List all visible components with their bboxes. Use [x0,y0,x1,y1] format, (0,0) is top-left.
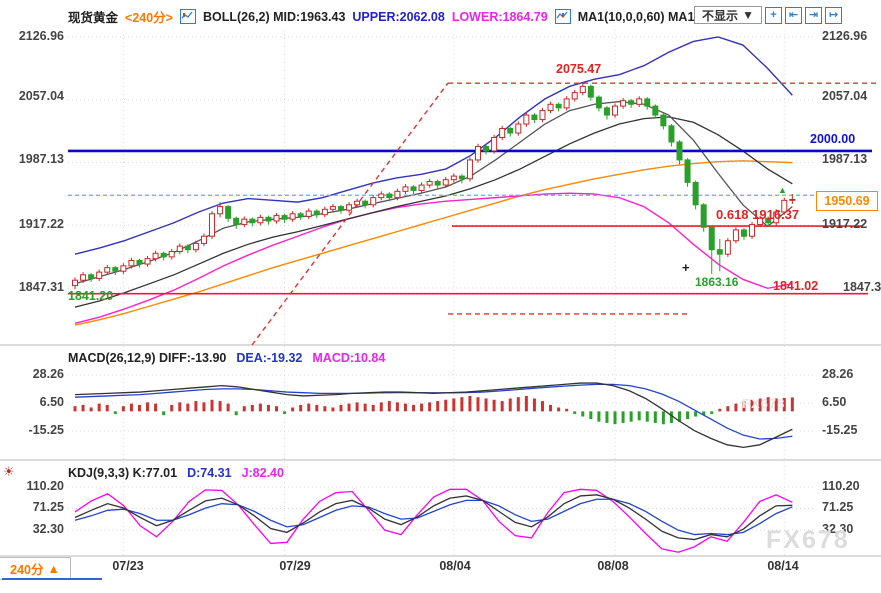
kdj-axis-label: 110.20 [822,479,860,493]
y-axis-label: 1987.13 [18,152,64,166]
macd-axis-label: 28.26 [822,367,854,381]
line-chart-icon[interactable] [554,9,571,24]
macd-axis-label: 6.50 [822,395,847,409]
panel-dividers [0,344,881,557]
y-axis-label: 1917.22 [822,217,868,231]
y-axis-label: 1847.31 [843,280,881,294]
x-axis-tick: 08/04 [439,559,471,573]
macd-axis-label: 6.50 [39,395,64,409]
watermark-small: FX678 [742,396,786,411]
boll-lower-value: LOWER:1864.79 [451,9,548,24]
x-axis-tick: 07/29 [279,559,311,573]
y-axis-label: 2057.04 [822,89,868,103]
macd-title: MACD(26,12,9) DIFF:-13.90 [68,351,227,365]
fib-level-annotation: 0.618 1916.37 [716,207,800,222]
price-direction-marker: ▲ [778,185,787,195]
chart-toolbar: 不显示 ▼ + ⇤ ⇥ ↦ [694,6,842,24]
kdj-axis-label: 71.25 [32,500,64,514]
boll-settings-label: BOLL(26,2) MID:1963.43 [202,9,346,24]
x-axis-tick: 07/23 [112,559,144,573]
macd-header: MACD(26,12,9) DIFF:-13.90 DEA:-19.32 MAC… [68,351,385,365]
candles-layer [72,83,796,290]
candlestick-chart-icon[interactable] [179,9,196,24]
low-point-marker: + [682,260,690,275]
kdj-d-value: D:74.31 [187,466,232,480]
macd-dea-value: DEA:-19.32 [236,351,303,365]
pan-left-icon[interactable]: ⇤ [785,6,802,24]
kdj-layer [74,488,793,553]
y-axis-label: 1987.13 [822,152,868,166]
timeframe-arrow-icon: ▲ [47,561,60,576]
y-axis-label: 2126.96 [822,29,868,43]
last-price-box: 1950.69 [816,191,878,211]
timeframe-label: 240分 [10,563,44,577]
kdj-axis-label: 71.25 [822,500,854,514]
price-levels-layer [68,82,878,346]
kdj-axis-label: 32.30 [822,522,854,536]
dropdown-label: 不显示 [702,8,739,23]
chevron-down-icon: ▼ [742,8,754,22]
macd-layer [73,382,794,449]
y-axis-label: 1847.31 [18,280,64,294]
symbol-name: 现货黄金 [68,11,119,25]
peak-price-annotation: 2075.47 [556,62,602,76]
kdj-title: KDJ(9,3,3) K:77.01 [68,466,178,480]
kdj-axis-label: 110.20 [26,479,64,493]
indicator-settings-icon[interactable]: ☀ [3,464,15,479]
y-axis-label: 2126.96 [18,29,64,43]
watermark: FX678 [766,526,850,554]
ma-settings-label: MA1(10,0,0,60) MA10 [577,9,702,24]
x-axis-tick: 08/08 [597,559,629,573]
y-axis-label: 1917.22 [18,217,64,231]
low-price-annotation: 1841.20 [68,289,114,303]
crosshair-icon[interactable]: + [765,6,782,24]
chart-header: 现货黄金 <240分> BOLL(26,2) MID:1963.43 UPPER… [68,7,701,26]
boll-upper-value: UPPER:2062.08 [352,9,445,24]
macd-axis-label: -15.25 [822,423,858,437]
round-level-annotation: 2000.00 [810,132,856,146]
macd-hist-value: MACD:10.84 [312,351,386,365]
kdj-axis-label: 32.30 [32,522,64,536]
support-level-annotation: 1841.02 [773,279,819,293]
kdj-j-value: J:82.40 [241,466,284,480]
y-axis-label: 2057.04 [18,89,64,103]
jump-latest-icon[interactable]: ↦ [825,6,842,24]
display-mode-dropdown[interactable]: 不显示 ▼ [694,6,762,24]
macd-axis-label: 28.26 [32,367,64,381]
pan-right-icon[interactable]: ⇥ [805,6,822,24]
x-axis-tick: 08/14 [767,559,799,573]
timeframe-selector[interactable]: 240分 ▲ [0,557,71,580]
swing-low-annotation: 1863.16 [695,275,739,289]
interval-label[interactable]: <240分> [125,11,173,25]
macd-axis-label: -15.25 [28,423,64,437]
timeframe-underline [2,578,102,580]
kdj-header: KDJ(9,3,3) K:77.01 D:74.31 J:82.40 [68,466,284,480]
